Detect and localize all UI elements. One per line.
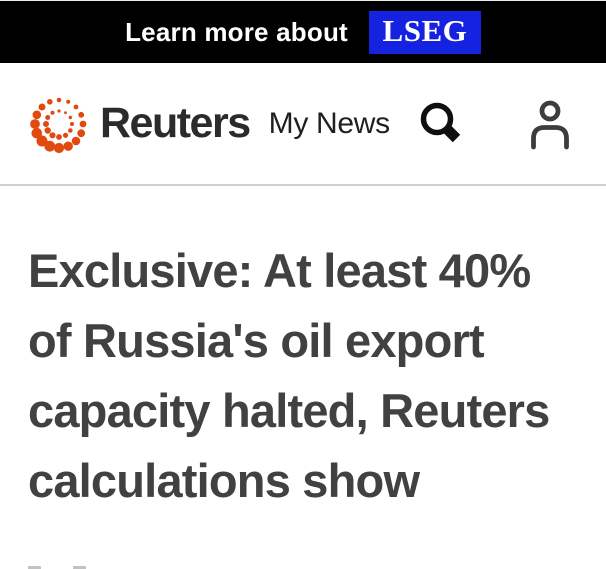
article-main: Exclusive: At least 40% of Russia's oil … [0,186,606,516]
reuters-logo-link[interactable]: Reuters [26,91,251,157]
nav-my-news[interactable]: My News [268,106,391,140]
headline-line: calculations show [28,454,420,507]
promo-banner: Learn more about LSEG [0,0,606,63]
account-button[interactable] [526,98,574,150]
site-header: Reuters My News [0,63,606,186]
article-headline: Exclusive: At least 40% of Russia's oil … [28,236,588,516]
reuters-dots-icon [30,97,87,153]
search-icon [420,102,461,142]
byline-fragment [28,566,41,569]
byline-fragment [73,566,86,569]
promo-banner-text: Learn more about [125,16,348,47]
headline-line: Exclusive: At least 40% [28,244,531,297]
headline-line: of Russia's oil export [28,314,485,367]
search-button[interactable] [417,98,467,150]
lseg-button[interactable]: LSEG [368,10,481,54]
headline-line: capacity halted, Reuters [28,384,550,437]
reuters-wordmark: Reuters [100,99,251,147]
account-icon [531,100,569,149]
